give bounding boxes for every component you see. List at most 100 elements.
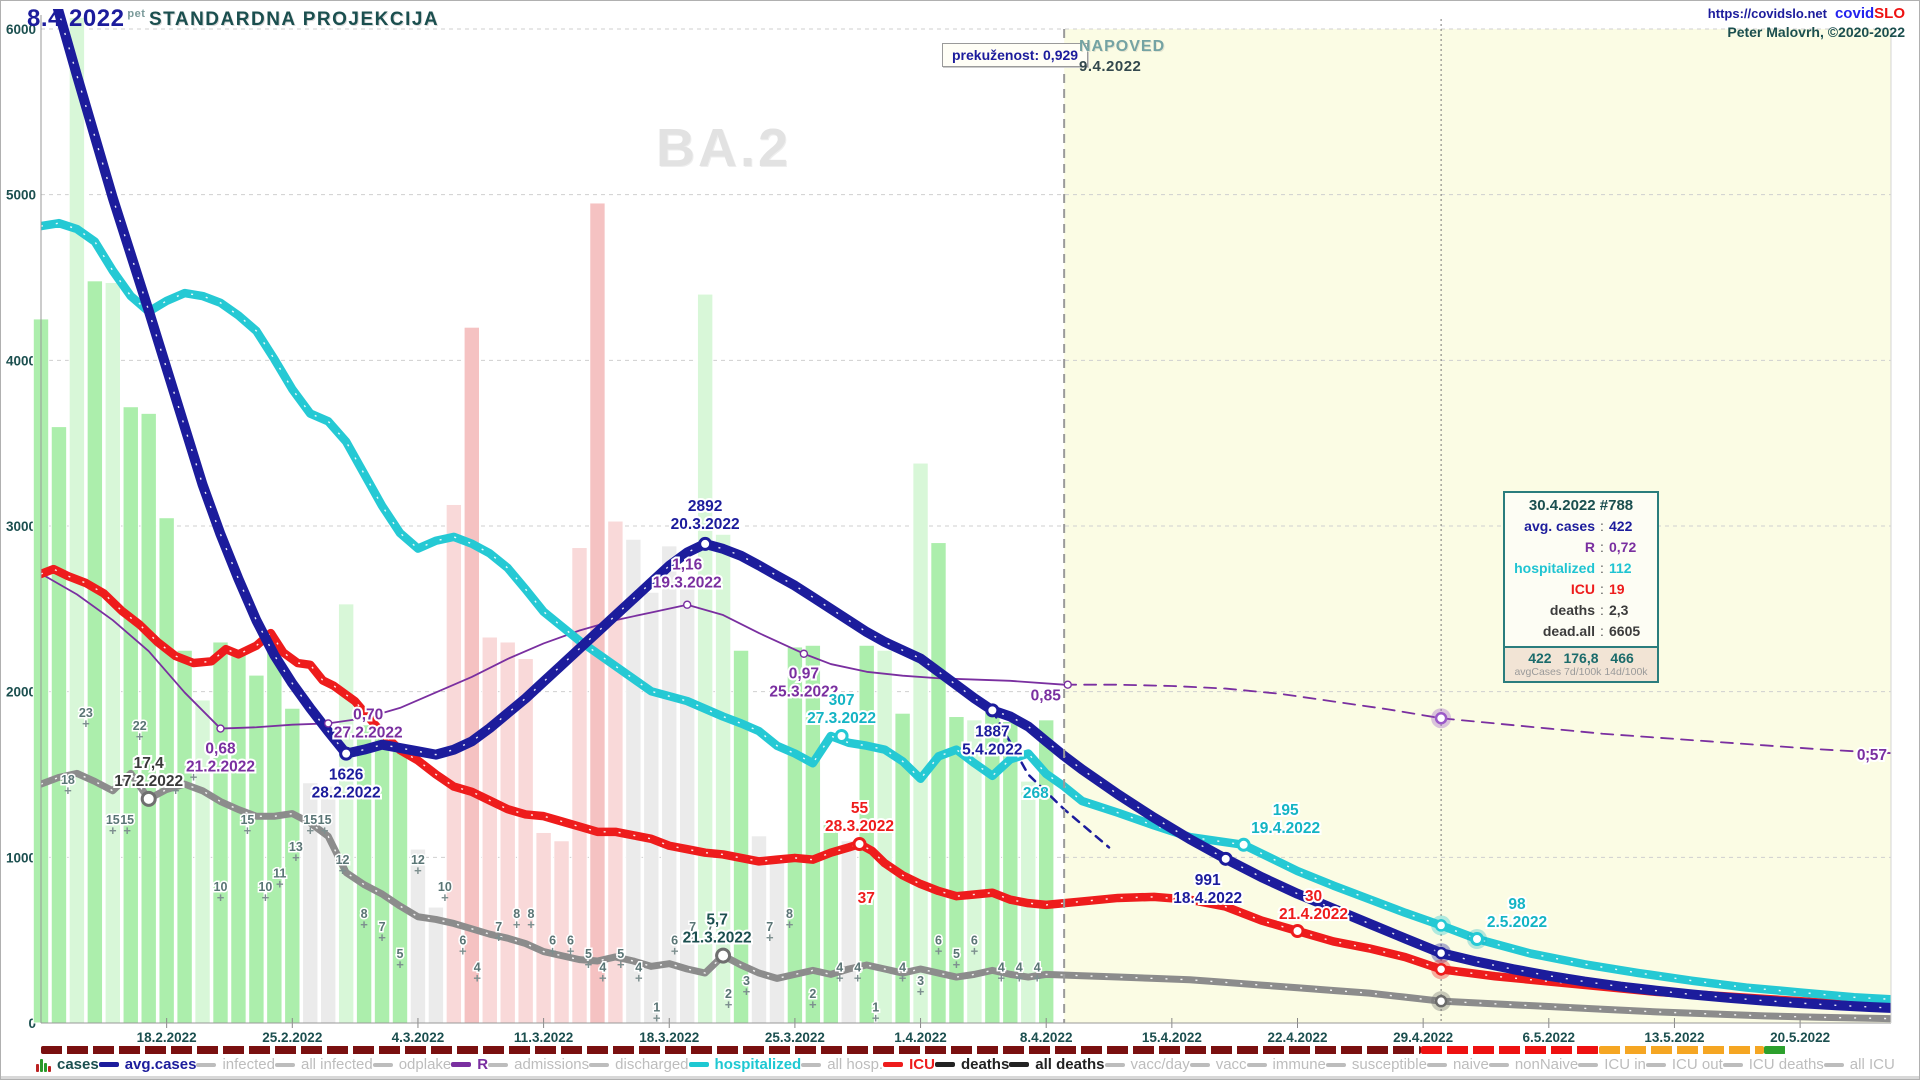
- legend-item-infected[interactable]: infected: [196, 1056, 275, 1073]
- site-url-link[interactable]: https://covidslo.net: [1707, 6, 1827, 21]
- report-day-abbrev: pet: [127, 8, 146, 20]
- info-colon: :: [1600, 602, 1604, 618]
- svg-text:7: 7: [495, 920, 502, 934]
- svg-text:15: 15: [318, 813, 332, 827]
- svg-text:+: +: [306, 823, 314, 838]
- annotation-label: 1887: [975, 723, 1009, 740]
- legend-item-avg-cases[interactable]: avg.cases: [98, 1056, 196, 1073]
- annotation-label: 98: [1508, 896, 1526, 913]
- legend-swatch: [801, 1062, 822, 1067]
- y-axis-label: 3000: [6, 519, 36, 534]
- annotation-label: 30: [1305, 888, 1322, 905]
- legend-item-cases[interactable]: cases: [36, 1056, 99, 1073]
- info-value: 19: [1609, 581, 1625, 597]
- svg-text:3: 3: [917, 974, 924, 988]
- svg-text:+: +: [872, 1011, 880, 1026]
- x-axis-date: 1.4.2022: [894, 1030, 947, 1045]
- legend-item-immune[interactable]: immune: [1246, 1056, 1326, 1073]
- legend-item-icu-out[interactable]: ICU out: [1645, 1056, 1723, 1073]
- svg-text:+: +: [292, 850, 300, 865]
- svg-text:6: 6: [671, 934, 678, 948]
- legend-item-all-icu[interactable]: all ICU: [1823, 1056, 1895, 1073]
- annotation-label: 28.3.2022: [825, 818, 894, 835]
- legend-item-deaths[interactable]: deaths: [934, 1056, 1009, 1073]
- legend-swatch: [196, 1062, 217, 1067]
- svg-text:6: 6: [971, 934, 978, 948]
- annotation-label: 21.2.2022: [186, 759, 255, 776]
- legend-swatch: [1823, 1062, 1844, 1067]
- svg-text:+: +: [567, 944, 575, 959]
- chart-legend: cases avg.cases infected all infected odplak…: [36, 1056, 1895, 1073]
- forecast-start-date: 9.4.2022: [1079, 58, 1142, 75]
- legend-item-odplake[interactable]: odplake: [372, 1056, 452, 1073]
- info-row-r: R:0,72: [1507, 537, 1651, 558]
- svg-text:+: +: [917, 984, 925, 999]
- legend-label: ICU out: [1671, 1056, 1723, 1073]
- legend-item-all-deaths[interactable]: all deaths: [1009, 1056, 1105, 1073]
- legend-item-icu-deaths[interactable]: ICU deaths: [1722, 1056, 1824, 1073]
- legend-label: infected: [222, 1056, 275, 1073]
- svg-text:8: 8: [786, 907, 793, 921]
- legend-swatch: [1645, 1062, 1666, 1067]
- legend-label: vacc/day: [1130, 1056, 1190, 1073]
- legend-swatch: [1325, 1062, 1346, 1067]
- legend-item-all-hosp-[interactable]: all hosp.: [801, 1056, 883, 1073]
- annotation-label: 0,85: [1031, 688, 1062, 705]
- info-value: 2,3: [1609, 602, 1629, 618]
- legend-item-hospitalized[interactable]: hospitalized: [688, 1056, 801, 1073]
- legend-item-naive[interactable]: naive: [1426, 1056, 1489, 1073]
- legend-item-nonnaive[interactable]: nonNaive: [1488, 1056, 1578, 1073]
- legend-item-susceptible[interactable]: susceptible: [1325, 1056, 1427, 1073]
- avg-cases-per-100k: 422 176,8 466: [1528, 650, 1634, 666]
- svg-text:+: +: [585, 957, 593, 972]
- legend-item-icu[interactable]: ICU: [883, 1056, 935, 1073]
- timeline-strip: [36, 1046, 1881, 1054]
- svg-text:+: +: [671, 944, 679, 959]
- svg-text:+: +: [339, 863, 347, 878]
- annotation-label: 2.5.2022: [1487, 914, 1547, 931]
- svg-text:+: +: [123, 823, 131, 838]
- legend-label: all infected: [301, 1056, 373, 1073]
- legend-item-r[interactable]: R: [451, 1056, 488, 1073]
- svg-text:+: +: [459, 944, 467, 959]
- annotation-label: 195: [1273, 802, 1299, 819]
- avg-cases-per-100k-caption: avgCases 7d/100k 14d/100k: [1514, 666, 1648, 678]
- svg-text:+: +: [786, 917, 794, 932]
- legend-item-admissions[interactable]: admissions: [488, 1056, 589, 1073]
- annotation-label: 27.3.2022: [807, 710, 876, 727]
- annotation-markers: [140, 536, 1487, 964]
- info-box-title: 30.4.2022 #788: [1528, 497, 1634, 514]
- svg-text:+: +: [1033, 970, 1041, 985]
- annotation-label: 17.2.2022: [114, 773, 183, 790]
- svg-text:8: 8: [528, 907, 535, 921]
- series-icu: [41, 564, 1891, 1011]
- svg-text:+: +: [109, 823, 117, 838]
- cases-bars-icon: [36, 1058, 51, 1072]
- annotation-label: 27.2.2022: [334, 724, 403, 741]
- x-axis-date: 6.5.2022: [1523, 1030, 1576, 1045]
- svg-text:23: 23: [79, 706, 93, 720]
- legend-item-vacc[interactable]: vacc: [1189, 1056, 1247, 1073]
- variant-watermark: BA.2: [656, 118, 792, 178]
- svg-text:8: 8: [361, 907, 368, 921]
- svg-text:+: +: [899, 970, 907, 985]
- legend-item-vacc-day[interactable]: vacc/day: [1104, 1056, 1190, 1073]
- legend-swatch: [451, 1062, 472, 1067]
- report-date-value: 8.4.2022: [27, 5, 125, 32]
- svg-text:10: 10: [438, 880, 452, 894]
- legend-item-all-infected[interactable]: all infected: [275, 1056, 373, 1073]
- legend-item-icu-in[interactable]: ICU in: [1578, 1056, 1646, 1073]
- svg-text:6: 6: [935, 934, 942, 948]
- legend-label: odplake: [398, 1056, 452, 1073]
- svg-text:+: +: [360, 917, 368, 932]
- info-box-footer: 422 176,8 466 avgCases 7d/100k 14d/100k: [1505, 646, 1657, 681]
- svg-text:+: +: [935, 944, 943, 959]
- svg-text:+: +: [635, 970, 643, 985]
- svg-text:7: 7: [379, 920, 386, 934]
- legend-swatch: [1488, 1062, 1509, 1067]
- legend-item-discharged[interactable]: discharged: [589, 1056, 689, 1073]
- legend-label: immune: [1272, 1056, 1326, 1073]
- author-copyright: Peter Malovrh, ©2020-2022: [1727, 24, 1905, 40]
- svg-text:5: 5: [585, 947, 592, 961]
